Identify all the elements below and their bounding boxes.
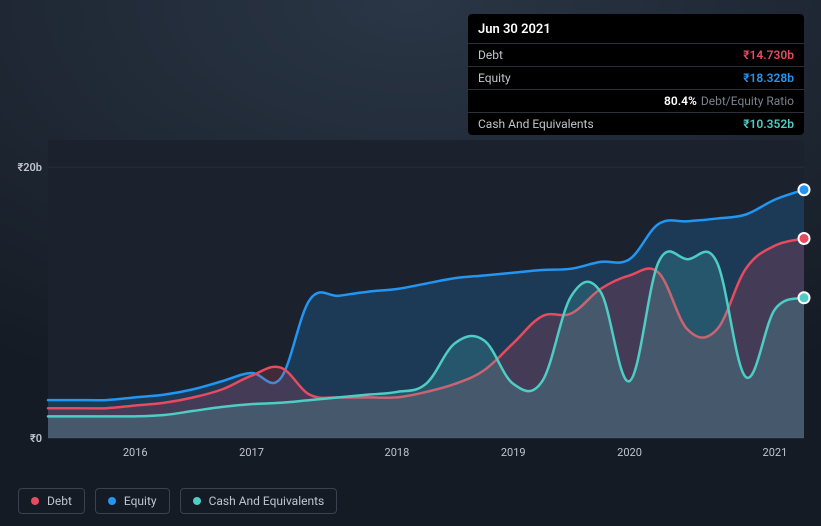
tooltip-label <box>478 94 664 108</box>
legend-dot <box>193 497 201 505</box>
legend-dot <box>108 497 116 505</box>
tooltip-value: ₹18.328b <box>743 71 794 85</box>
tooltip-row: Debt₹14.730b <box>468 43 804 66</box>
legend-item[interactable]: Cash And Equivalents <box>180 488 338 514</box>
svg-text:2017: 2017 <box>239 446 264 459</box>
tooltip-ratio: 80.4%Debt/Equity Ratio <box>664 94 794 108</box>
tooltip-row: 80.4%Debt/Equity Ratio <box>468 89 804 112</box>
legend-label: Equity <box>124 494 157 508</box>
legend: Debt Equity Cash And Equivalents <box>18 488 337 514</box>
svg-text:₹20b: ₹20b <box>17 161 42 174</box>
tooltip-date: Jun 30 2021 <box>468 14 804 43</box>
svg-text:2016: 2016 <box>123 446 148 459</box>
tooltip-label: Cash And Equivalents <box>478 117 743 131</box>
tooltip-label: Debt <box>478 48 743 62</box>
legend-item[interactable]: Equity <box>95 488 170 514</box>
svg-text:2018: 2018 <box>385 446 410 459</box>
svg-text:2019: 2019 <box>501 446 526 459</box>
legend-label: Debt <box>47 494 72 508</box>
svg-text:2020: 2020 <box>617 446 642 459</box>
legend-label: Cash And Equivalents <box>209 494 325 508</box>
tooltip-label: Equity <box>478 71 743 85</box>
tooltip-value: ₹14.730b <box>743 48 794 62</box>
legend-dot <box>31 497 39 505</box>
tooltip-value: ₹10.352b <box>743 117 794 131</box>
legend-item[interactable]: Debt <box>18 488 85 514</box>
tooltip-row: Equity₹18.328b <box>468 66 804 89</box>
svg-text:₹0: ₹0 <box>30 432 42 445</box>
tooltip-row: Cash And Equivalents₹10.352b <box>468 112 804 135</box>
tooltip: Jun 30 2021 Debt₹14.730bEquity₹18.328b80… <box>468 14 804 135</box>
svg-text:2021: 2021 <box>763 446 788 459</box>
